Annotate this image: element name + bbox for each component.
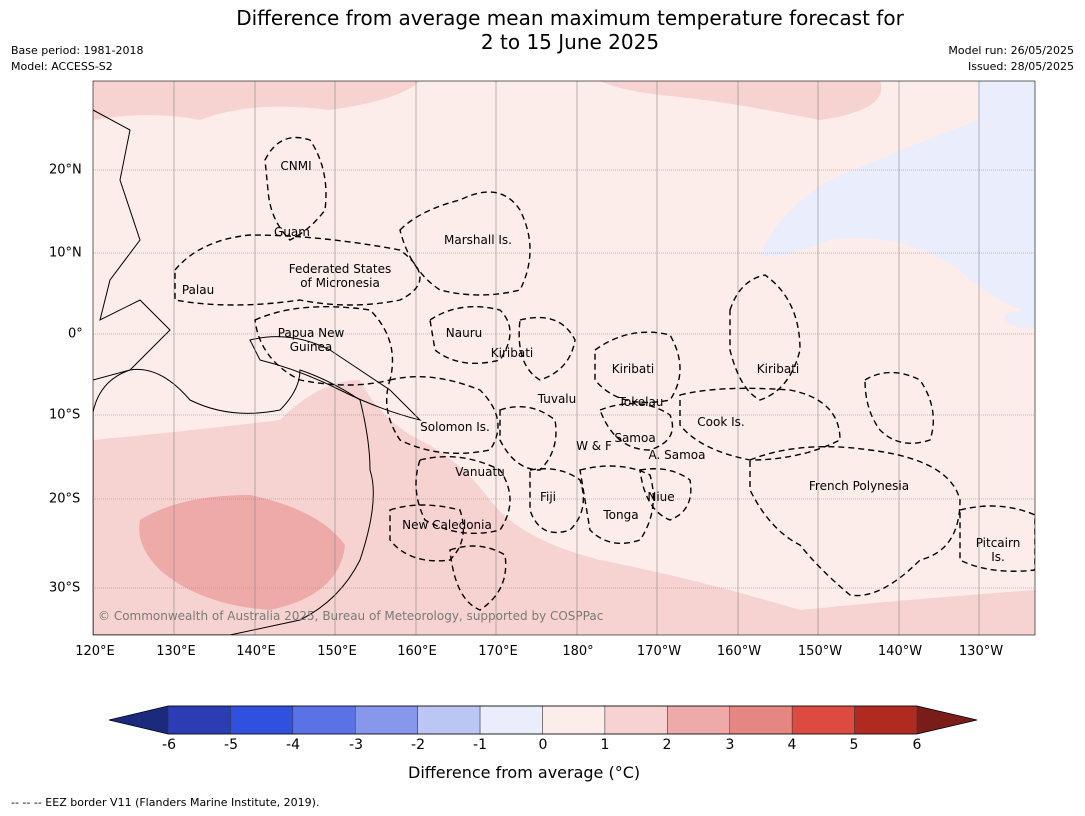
place-label: Cook Is. — [697, 415, 745, 429]
cool-anomaly-region — [760, 81, 1035, 315]
place-label: CNMI — [280, 159, 312, 173]
colorbar-segment — [479, 705, 543, 735]
eez-borders — [174, 136, 1035, 611]
place-label: Guam — [274, 225, 310, 239]
colorbar-tick-label: -3 — [349, 737, 363, 753]
model-run: Model run: 26/05/2025 — [948, 44, 1074, 57]
colorbar-segment — [729, 705, 793, 735]
colorbar-tick-label: -1 — [473, 737, 487, 753]
colorbar-segment — [292, 705, 356, 735]
anomaly-region-australia — [139, 495, 345, 610]
colorbar-segment — [230, 705, 294, 735]
anomaly-region-northeast — [600, 81, 882, 120]
colorbar-tick-label: 6 — [912, 737, 922, 753]
title-line-1: Difference from average mean maximum tem… — [236, 6, 904, 30]
place-label: W & F — [576, 439, 612, 453]
colorbar-segment — [667, 705, 730, 735]
place-label: Federated States of Micronesia — [288, 262, 392, 290]
place-label: Kiribati — [611, 362, 655, 376]
colorbar-tick-label: -6 — [162, 737, 176, 753]
x-tick-label: 160°E — [397, 644, 437, 659]
place-label: Niue — [647, 490, 675, 504]
australia-coastline — [93, 368, 374, 635]
place-label: Nauru — [445, 326, 483, 340]
colorbar-segment — [417, 705, 481, 735]
place-label: French Polynesia — [808, 479, 910, 493]
colorbar-segment — [167, 705, 231, 735]
issued-date: Issued: 28/05/2025 — [967, 60, 1074, 73]
x-tick-label: 140°E — [236, 644, 276, 659]
base-period: Base period: 1981-2018 — [11, 44, 144, 57]
place-label: Solomon Is. — [420, 420, 490, 434]
colorbar-tick-label: 4 — [787, 737, 797, 753]
x-tick-label: 150°W — [797, 644, 843, 659]
x-tick-label: 130°W — [958, 644, 1004, 659]
x-tick-label: 170°E — [478, 644, 518, 659]
meta-left: Base period: 1981-2018 Model: ACCESS-S2 — [11, 43, 143, 75]
colorbar-tick-label: 5 — [849, 737, 859, 753]
y-tick-label: 20°S — [49, 491, 81, 507]
model-name: Model: ACCESS-S2 — [11, 60, 113, 73]
colorbar-segment — [355, 705, 418, 735]
colorbar-under-arrow — [109, 706, 168, 734]
map-frame — [92, 80, 1036, 636]
place-label: Kiribati — [490, 346, 534, 360]
anomaly-region-north — [93, 81, 420, 120]
eez-footnote: -- -- -- EEZ border V11 (Flanders Marine… — [11, 796, 320, 809]
place-label: A. Samoa — [648, 448, 706, 462]
colorbar-tick-label: -4 — [286, 737, 300, 753]
x-tick-label: 160°W — [716, 644, 762, 659]
colorbar-tick-label: -5 — [224, 737, 238, 753]
colorbar-segment — [854, 705, 918, 735]
place-label: Fiji — [539, 490, 557, 504]
map-title: Difference from average mean maximum tem… — [0, 6, 1085, 54]
colorbar-segment — [604, 705, 668, 735]
colorbar-title: Difference from average (°C) — [408, 763, 641, 782]
place-label: Tuvalu — [537, 392, 577, 406]
colorbar-tick-label: 3 — [725, 737, 735, 753]
x-tick-label: 140°W — [877, 644, 923, 659]
colorbar-tick-label: -2 — [411, 737, 425, 753]
y-tick-label: 10°S — [49, 407, 81, 423]
colorbar-segment — [791, 705, 855, 735]
y-tick-label: 30°S — [49, 580, 81, 596]
place-label: Tokelau — [618, 395, 664, 409]
place-label: Marshall Is. — [444, 233, 512, 247]
place-label: Pitcairn Is. — [975, 536, 1021, 564]
colorbar — [108, 705, 978, 735]
place-label: New Caledonia — [402, 518, 492, 532]
x-tick-label: 130°E — [156, 644, 196, 659]
asia-coastline — [93, 109, 171, 381]
y-tick-label: 10°N — [49, 245, 82, 261]
place-label: Samoa — [614, 431, 656, 445]
y-tick-label: 0° — [68, 326, 83, 342]
colorbar-over-arrow — [917, 706, 977, 734]
cool-anomaly-patch — [1005, 310, 1035, 329]
colorbar-tick-label: 1 — [600, 737, 610, 753]
place-label: Vanuatu — [455, 465, 505, 479]
y-tick-label: 20°N — [49, 162, 82, 178]
colorbar-outline — [108, 705, 978, 735]
meta-right: Model run: 26/05/2025 Issued: 28/05/2025 — [948, 43, 1074, 75]
copyright-notice: © Commonwealth of Australia 2025, Bureau… — [98, 609, 604, 623]
place-label: Kiribati — [756, 362, 800, 376]
x-tick-label: 120°E — [75, 644, 115, 659]
x-tick-label: 180° — [562, 644, 594, 659]
place-label: Papua New Guinea — [277, 326, 345, 354]
place-label: Palau — [181, 283, 215, 297]
title-line-2: 2 to 15 June 2025 — [480, 30, 660, 54]
graticule — [93, 81, 1035, 635]
colorbar-tick-label: 2 — [662, 737, 672, 753]
x-tick-label: 150°E — [317, 644, 357, 659]
colorbar-tick-label: 0 — [538, 737, 548, 753]
place-label: Tonga — [603, 508, 639, 522]
colorbar-segment — [542, 705, 606, 735]
new-guinea-coastline — [249, 336, 422, 421]
x-tick-label: 170°W — [636, 644, 682, 659]
